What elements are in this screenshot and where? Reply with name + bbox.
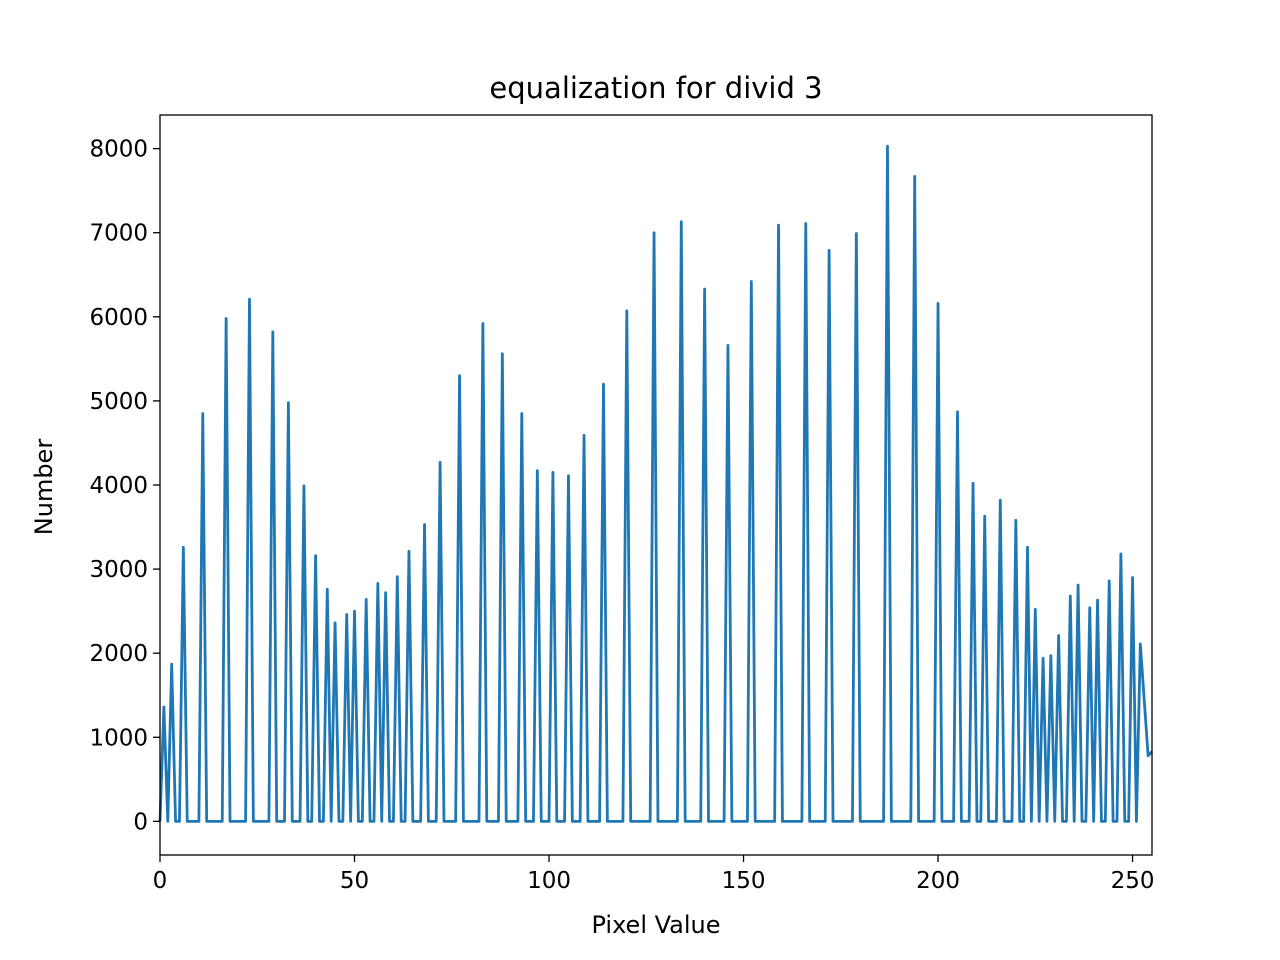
y-tick-label: 0	[133, 809, 148, 835]
y-tick-label: 8000	[89, 137, 148, 163]
y-tick-label: 2000	[89, 641, 148, 667]
x-axis-label: Pixel Value	[591, 911, 720, 939]
y-tick-label: 6000	[89, 305, 148, 331]
x-tick-label: 0	[153, 868, 168, 894]
x-axis-ticks: 0 50 100 150 200 250	[153, 855, 1155, 894]
series-line	[158, 144, 1154, 823]
x-tick-label: 100	[527, 868, 571, 894]
y-tick-label: 4000	[89, 473, 148, 499]
y-axis-label: Number	[30, 439, 58, 536]
x-tick-label: 250	[1111, 868, 1155, 894]
y-axis-ticks: 0 1000 2000 3000 4000 5000 6000 7000 8000	[89, 137, 160, 835]
y-tick-label: 5000	[89, 389, 148, 415]
y-tick-label: 3000	[89, 557, 148, 583]
chart-title: equalization for divid 3	[489, 71, 822, 105]
x-tick-label: 150	[722, 868, 766, 894]
y-tick-label: 1000	[89, 725, 148, 751]
line-layer	[158, 144, 1154, 823]
x-tick-label: 200	[916, 868, 960, 894]
x-tick-label: 50	[340, 868, 369, 894]
y-tick-label: 7000	[89, 221, 148, 247]
